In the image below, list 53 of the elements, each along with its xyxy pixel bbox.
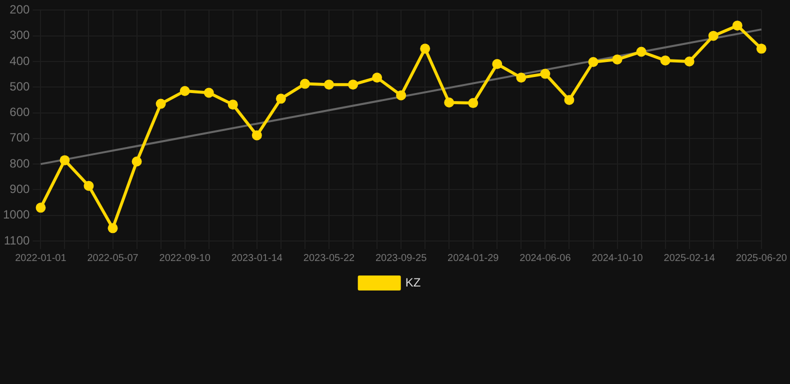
point: [396, 90, 406, 100]
point: [756, 44, 766, 54]
point: [276, 94, 286, 104]
x-tick-label: 2023-09-25: [375, 252, 428, 264]
point: [636, 46, 646, 57]
x-tick-label: 2022-05-07: [87, 252, 139, 264]
legend-label: KZ: [405, 275, 421, 290]
y-tick-label: 800: [10, 156, 30, 170]
point: [732, 20, 742, 31]
x-tick-label: 2022-09-10: [159, 252, 211, 264]
point: [612, 54, 622, 64]
y-tick-label: 300: [10, 28, 30, 42]
point: [36, 202, 46, 213]
y-tick-label: 500: [10, 79, 30, 94]
point: [444, 98, 454, 108]
y-tick-label: 600: [10, 105, 30, 120]
y-tick-label: 1000: [2, 208, 30, 222]
point: [660, 55, 670, 66]
point: [84, 180, 94, 191]
point: [132, 156, 142, 166]
x-tick-label: 2023-05-22: [303, 252, 355, 264]
x-tick-label: 2024-06-06: [520, 252, 572, 264]
point: [204, 88, 214, 98]
point: [684, 56, 694, 66]
point: [708, 30, 718, 41]
point: [348, 80, 358, 90]
point: [468, 98, 478, 108]
y-tick-label: 700: [10, 130, 30, 145]
point: [156, 98, 166, 109]
point: [372, 72, 382, 83]
y-tick-label: 900: [10, 182, 30, 196]
x-tick-label: 2023-01-14: [231, 252, 283, 264]
point: [420, 44, 430, 54]
point: [588, 57, 598, 67]
point: [540, 68, 550, 79]
y-tick-label: 400: [10, 54, 30, 68]
point: [492, 59, 502, 70]
point: [60, 155, 70, 166]
x-tick-label: 2025-02-14: [664, 252, 716, 264]
x-tick-label: 2022-01-01: [15, 252, 67, 264]
x-tick-label: 2024-01-29: [448, 252, 500, 264]
x-tick-label: 2024-10-10: [592, 252, 644, 264]
point: [300, 78, 310, 89]
point: [564, 94, 574, 105]
point: [324, 80, 334, 90]
point: [252, 130, 262, 140]
point: [516, 72, 526, 83]
y-tick-label: 200: [10, 2, 30, 17]
point: [108, 223, 118, 234]
y-tick-label: 1100: [4, 233, 30, 248]
x-tick-label: 2025-06-20: [736, 252, 788, 264]
point: [180, 86, 190, 96]
point: [228, 100, 238, 110]
